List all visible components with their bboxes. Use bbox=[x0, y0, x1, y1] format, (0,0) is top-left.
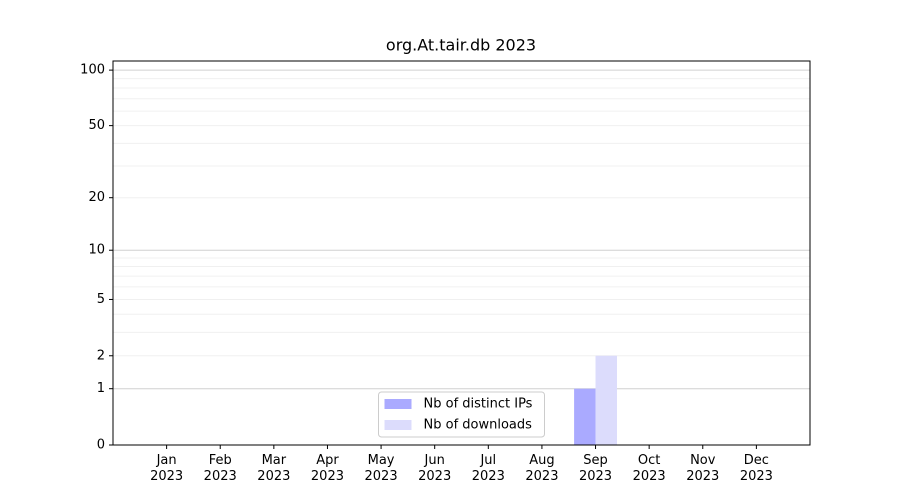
y-tick-label: 20 bbox=[88, 190, 105, 205]
x-tick-label: Jul 2023 bbox=[471, 453, 505, 484]
legend-swatch bbox=[384, 420, 412, 430]
y-tick-label: 0 bbox=[97, 438, 105, 453]
x-tick-label: Nov 2023 bbox=[686, 453, 720, 484]
x-tick-label: Apr 2023 bbox=[310, 453, 344, 484]
x-tick-label: Sep 2023 bbox=[578, 453, 613, 484]
bar bbox=[574, 388, 596, 445]
x-tick-label: Jan 2023 bbox=[150, 453, 184, 484]
legend-label: Nb of distinct IPs bbox=[424, 397, 533, 412]
y-tick-label: 5 bbox=[97, 292, 105, 307]
x-tick-label: Oct 2023 bbox=[632, 453, 666, 484]
y-tick-label: 2 bbox=[97, 348, 105, 363]
x-tick-label: Mar 2023 bbox=[257, 453, 291, 484]
y-tick-label: 50 bbox=[88, 118, 105, 133]
x-tick-label: Aug 2023 bbox=[525, 453, 559, 484]
bar bbox=[595, 355, 617, 445]
x-tick-label: Feb 2023 bbox=[203, 453, 237, 484]
y-tick-label: 1 bbox=[97, 381, 105, 396]
x-tick-label: May 2023 bbox=[364, 453, 398, 484]
y-tick-label: 100 bbox=[80, 63, 105, 78]
x-tick-label: Jun 2023 bbox=[418, 453, 452, 484]
legend-box bbox=[378, 391, 545, 438]
x-tick-label: Dec 2023 bbox=[739, 453, 773, 484]
chart-title: org.At.tair.db 2023 bbox=[386, 36, 536, 55]
plot-frame bbox=[112, 60, 811, 446]
y-tick-label: 10 bbox=[88, 243, 105, 258]
legend-label: Nb of downloads bbox=[424, 418, 533, 433]
legend-swatch bbox=[384, 399, 412, 409]
